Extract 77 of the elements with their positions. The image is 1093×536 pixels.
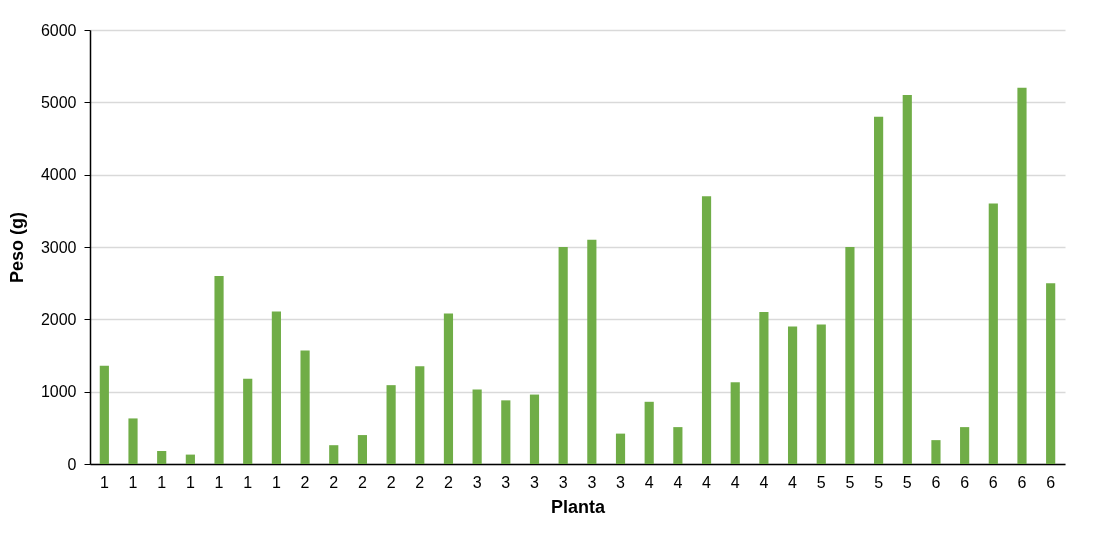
bar (644, 401, 654, 464)
x-tick-label: 2 (444, 473, 453, 491)
y-tick-label: 2000 (40, 310, 77, 328)
bar (730, 382, 740, 464)
y-tick-label: 1000 (40, 383, 77, 401)
y-tick-label: 5000 (40, 93, 77, 111)
bar (759, 312, 769, 464)
bar (558, 247, 568, 464)
x-tick-label: 1 (185, 473, 195, 491)
x-tick-label: 6 (1017, 473, 1027, 491)
bar (271, 311, 281, 464)
x-tick-label: 1 (214, 473, 224, 491)
y-tick-label: 4000 (40, 166, 77, 184)
x-tick-label: 5 (816, 473, 826, 491)
bar (615, 433, 626, 464)
bar (1046, 283, 1056, 464)
x-tick-label: 1 (128, 473, 138, 491)
x-tick-label: 3 (616, 473, 626, 491)
x-tick-label: 3 (587, 473, 597, 491)
x-tick-label: 3 (558, 473, 568, 491)
bar (960, 427, 970, 464)
y-tick-label: 6000 (40, 21, 77, 39)
bar (874, 116, 884, 464)
bar (243, 378, 253, 464)
x-tick-label: 2 (386, 473, 396, 491)
bar (931, 440, 941, 464)
x-tick-label: 6 (931, 473, 941, 491)
x-tick-label: 5 (845, 473, 855, 491)
x-tick-label: 2 (329, 473, 339, 491)
bar (99, 365, 109, 464)
bar (529, 394, 540, 464)
bar (185, 454, 195, 464)
bar (214, 275, 224, 464)
x-tick-label: 2 (357, 473, 367, 491)
x-tick-label: 6 (960, 473, 970, 491)
bar (415, 366, 425, 464)
x-tick-label: 3 (472, 473, 482, 491)
bar (472, 389, 482, 464)
bar (300, 350, 310, 464)
x-tick-label: 4 (788, 473, 798, 491)
x-axis-title: Planta (550, 496, 606, 517)
bar (787, 326, 798, 464)
bar (1017, 87, 1027, 464)
x-tick-label: 4 (702, 473, 712, 491)
bar (329, 445, 339, 464)
x-tick-label: 1 (157, 473, 167, 491)
x-tick-label: 1 (243, 473, 253, 491)
bar (988, 203, 998, 464)
x-tick-label: 3 (501, 473, 511, 491)
x-tick-label: 1 (99, 473, 109, 491)
x-tick-label: 1 (271, 473, 281, 491)
bar (357, 435, 368, 464)
x-tick-label: 4 (644, 473, 654, 491)
y-tick-label: 0 (67, 455, 77, 473)
bar (501, 400, 511, 464)
bar (701, 196, 712, 464)
x-tick-label: 4 (673, 473, 683, 491)
bar (128, 418, 138, 464)
bar (443, 313, 454, 464)
x-tick-label: 5 (874, 473, 884, 491)
bar (386, 385, 396, 464)
bar (845, 247, 855, 464)
x-tick-label: 3 (530, 473, 540, 491)
x-tick-label: 6 (1046, 473, 1056, 491)
y-axis-title: Peso (g) (6, 211, 27, 284)
x-tick-label: 4 (759, 473, 769, 491)
x-tick-label: 4 (730, 473, 740, 491)
x-tick-label: 2 (415, 473, 425, 491)
x-tick-label: 2 (300, 473, 310, 491)
x-tick-label: 5 (902, 473, 912, 491)
bar (587, 239, 597, 464)
bar (902, 95, 912, 464)
x-tick-label: 6 (988, 473, 998, 491)
bar (157, 450, 167, 464)
bar (816, 324, 826, 464)
bar (673, 427, 683, 464)
y-tick-label: 3000 (40, 238, 77, 256)
